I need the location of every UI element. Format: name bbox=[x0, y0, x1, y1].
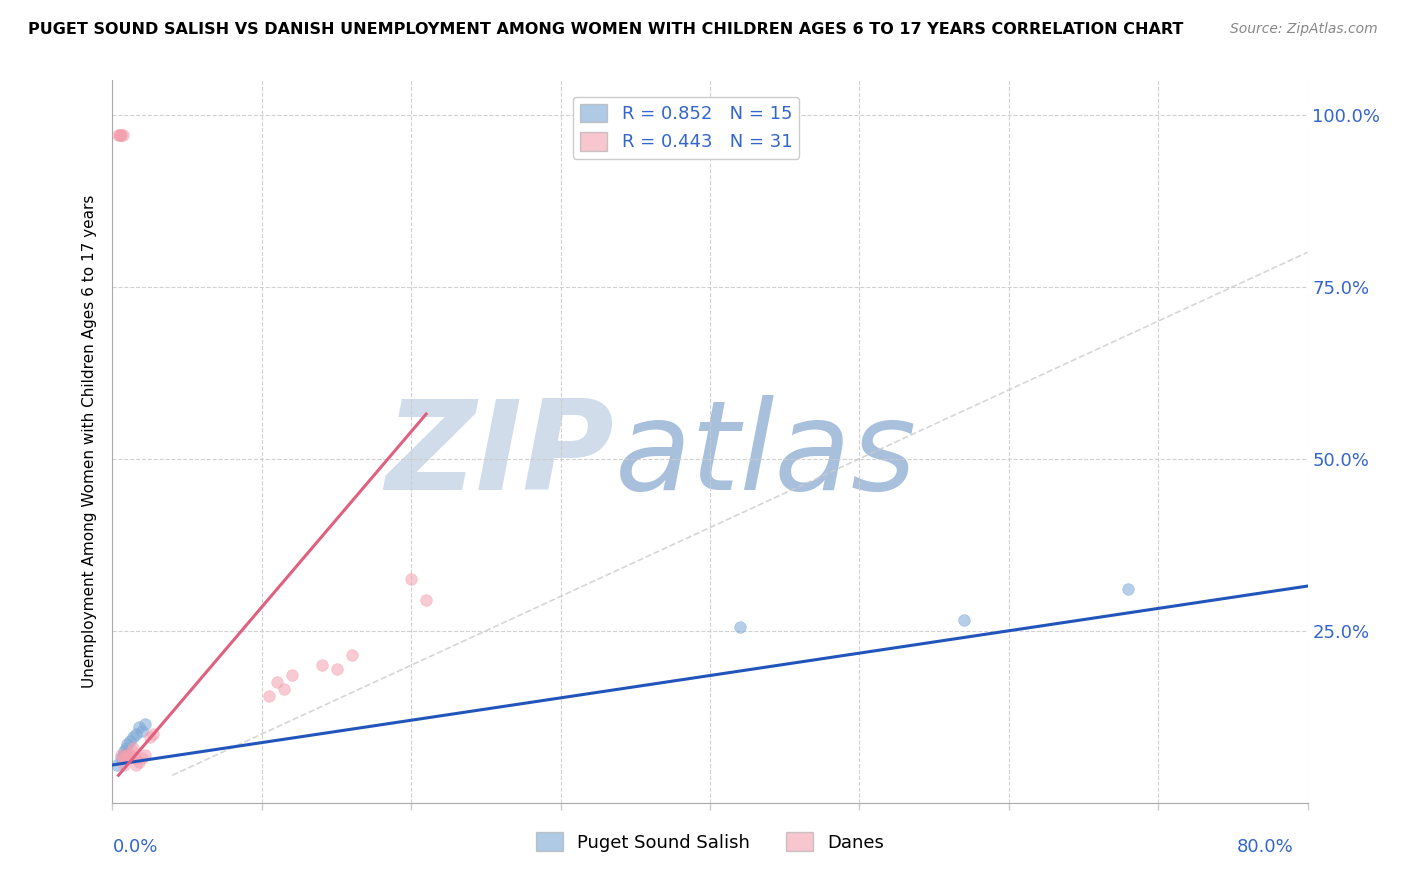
Point bbox=[118, 747, 141, 762]
Point bbox=[128, 720, 150, 734]
Point bbox=[259, 689, 281, 703]
Point bbox=[111, 128, 134, 143]
Point bbox=[120, 747, 142, 762]
Point bbox=[124, 751, 146, 765]
Text: 0.0%: 0.0% bbox=[112, 838, 157, 856]
Point bbox=[281, 668, 304, 682]
Point bbox=[142, 727, 165, 741]
Text: ZIP: ZIP bbox=[385, 395, 614, 516]
Point bbox=[105, 758, 128, 772]
Point bbox=[340, 648, 363, 662]
Point bbox=[115, 740, 138, 755]
Point bbox=[110, 751, 132, 765]
Text: PUGET SOUND SALISH VS DANISH UNEMPLOYMENT AMONG WOMEN WITH CHILDREN AGES 6 TO 17: PUGET SOUND SALISH VS DANISH UNEMPLOYMEN… bbox=[28, 22, 1184, 37]
Point bbox=[110, 747, 132, 762]
Point bbox=[125, 758, 148, 772]
Point bbox=[114, 758, 135, 772]
Text: atlas: atlas bbox=[614, 395, 917, 516]
Point bbox=[122, 740, 145, 755]
Point bbox=[111, 751, 134, 765]
Point bbox=[134, 716, 156, 731]
Point bbox=[953, 614, 976, 628]
Point bbox=[111, 747, 134, 762]
Point bbox=[122, 731, 145, 745]
Point bbox=[107, 128, 129, 143]
Point bbox=[728, 620, 751, 634]
Point bbox=[114, 744, 135, 758]
Point bbox=[108, 128, 131, 143]
Y-axis label: Unemployment Among Women with Children Ages 6 to 17 years: Unemployment Among Women with Children A… bbox=[82, 194, 97, 689]
Point bbox=[128, 755, 150, 769]
Point bbox=[121, 744, 143, 758]
Point bbox=[115, 747, 138, 762]
Point bbox=[108, 128, 131, 143]
Point bbox=[311, 658, 333, 673]
Point bbox=[273, 682, 295, 697]
Point bbox=[401, 572, 423, 586]
Text: 80.0%: 80.0% bbox=[1237, 838, 1294, 856]
Point bbox=[325, 662, 347, 676]
Point bbox=[125, 727, 148, 741]
Point bbox=[134, 747, 156, 762]
Point bbox=[114, 751, 135, 765]
Point bbox=[110, 128, 132, 143]
Point bbox=[117, 737, 139, 751]
Point bbox=[120, 734, 142, 748]
Point bbox=[131, 751, 153, 765]
Point bbox=[415, 592, 437, 607]
Point bbox=[131, 723, 153, 738]
Legend: Puget Sound Salish, Danes: Puget Sound Salish, Danes bbox=[529, 825, 891, 859]
Point bbox=[139, 731, 162, 745]
Point bbox=[266, 675, 288, 690]
Point bbox=[1118, 582, 1140, 597]
Text: Source: ZipAtlas.com: Source: ZipAtlas.com bbox=[1230, 22, 1378, 37]
Point bbox=[117, 751, 139, 765]
